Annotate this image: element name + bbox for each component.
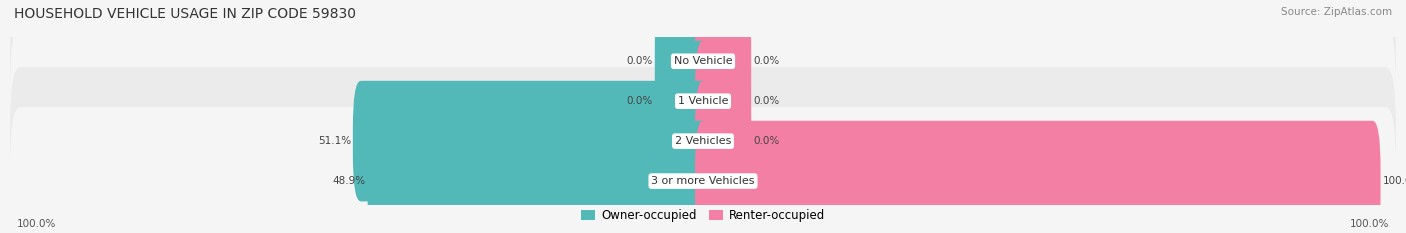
FancyBboxPatch shape: [655, 1, 711, 122]
Text: 100.0%: 100.0%: [17, 219, 56, 229]
FancyBboxPatch shape: [10, 67, 1396, 215]
FancyBboxPatch shape: [695, 81, 751, 202]
FancyBboxPatch shape: [353, 81, 711, 202]
Text: HOUSEHOLD VEHICLE USAGE IN ZIP CODE 59830: HOUSEHOLD VEHICLE USAGE IN ZIP CODE 5983…: [14, 7, 356, 21]
Text: 2 Vehicles: 2 Vehicles: [675, 136, 731, 146]
FancyBboxPatch shape: [10, 107, 1396, 233]
Text: 3 or more Vehicles: 3 or more Vehicles: [651, 176, 755, 186]
FancyBboxPatch shape: [10, 27, 1396, 175]
Text: 0.0%: 0.0%: [754, 136, 779, 146]
Text: 100.0%: 100.0%: [1350, 219, 1389, 229]
FancyBboxPatch shape: [367, 121, 711, 233]
Text: Source: ZipAtlas.com: Source: ZipAtlas.com: [1281, 7, 1392, 17]
FancyBboxPatch shape: [655, 41, 711, 161]
Text: No Vehicle: No Vehicle: [673, 56, 733, 66]
FancyBboxPatch shape: [695, 1, 751, 122]
Legend: Owner-occupied, Renter-occupied: Owner-occupied, Renter-occupied: [576, 205, 830, 227]
FancyBboxPatch shape: [695, 121, 1381, 233]
FancyBboxPatch shape: [695, 41, 751, 161]
Text: 0.0%: 0.0%: [754, 96, 779, 106]
Text: 0.0%: 0.0%: [627, 96, 652, 106]
Text: 1 Vehicle: 1 Vehicle: [678, 96, 728, 106]
Text: 100.0%: 100.0%: [1382, 176, 1406, 186]
Text: 0.0%: 0.0%: [754, 56, 779, 66]
Text: 48.9%: 48.9%: [332, 176, 366, 186]
Text: 51.1%: 51.1%: [318, 136, 352, 146]
FancyBboxPatch shape: [10, 0, 1396, 135]
Text: 0.0%: 0.0%: [627, 56, 652, 66]
